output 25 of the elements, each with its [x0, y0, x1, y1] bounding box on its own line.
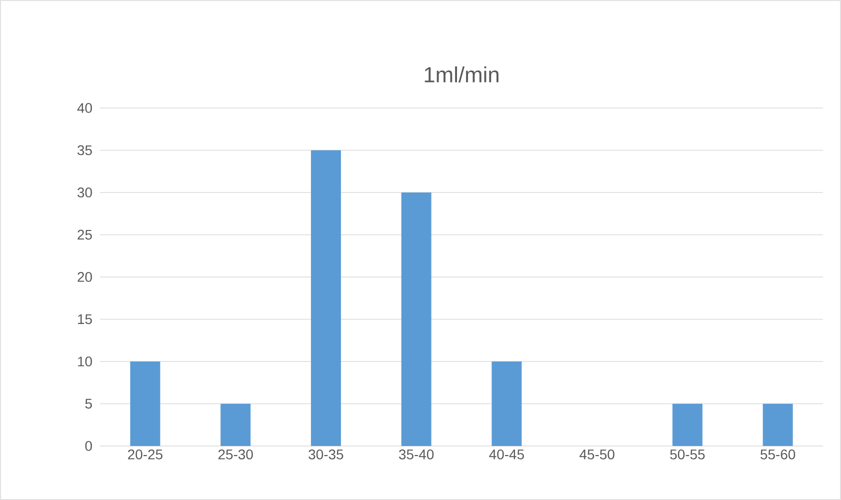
y-tick-label: 10 — [78, 356, 92, 366]
y-tick-label: 30 — [78, 188, 92, 198]
x-tick-label: 30-35 — [308, 449, 344, 460]
x-tick-label: 35-40 — [399, 449, 434, 460]
bar — [310, 150, 341, 446]
y-tick-label: 5 — [85, 398, 92, 409]
y-tick-label: 25 — [78, 230, 92, 240]
bar — [672, 404, 702, 446]
y-tick-label: 35 — [78, 145, 92, 156]
bar — [401, 192, 432, 446]
y-tick-label: 15 — [78, 314, 92, 324]
bar — [762, 404, 793, 446]
y-tick-label: 40 — [77, 103, 92, 113]
x-tick-label: 40-45 — [489, 449, 524, 460]
bar — [220, 404, 251, 446]
x-tick-label: 25-30 — [218, 449, 253, 460]
x-tick-label: 50-55 — [670, 449, 705, 460]
x-tick-label: 20-25 — [128, 449, 162, 460]
x-tick-label: 55-60 — [760, 449, 796, 460]
bar — [130, 361, 160, 446]
y-tick-label: 0 — [85, 441, 92, 451]
chart-title: 1ml/min — [424, 66, 498, 82]
bar — [492, 361, 522, 446]
x-tick-label: 45-50 — [580, 449, 614, 460]
y-tick-label: 20 — [78, 272, 92, 282]
